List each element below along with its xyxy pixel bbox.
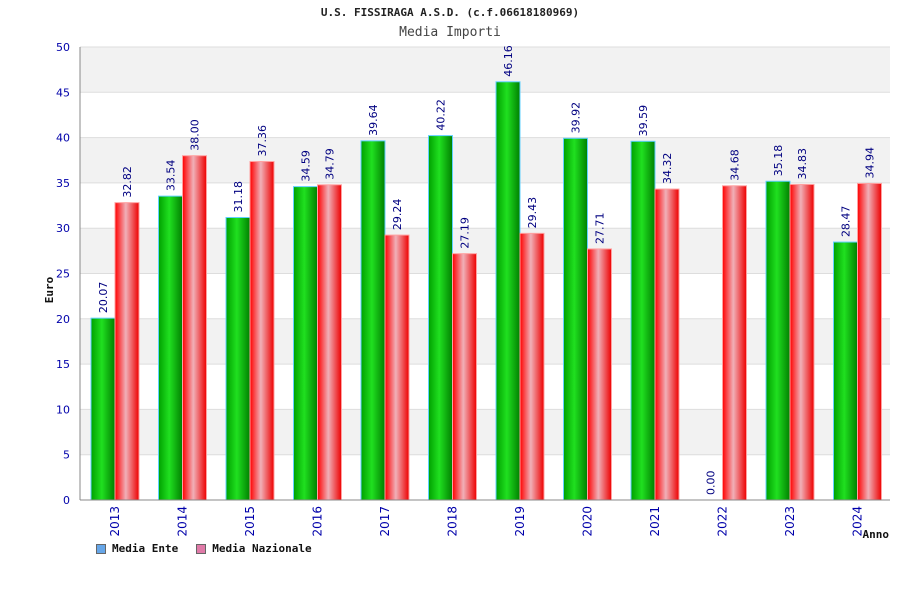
bar-media-nazionale-2018	[452, 253, 477, 501]
x-tick-label-2013: 2013	[108, 506, 122, 537]
bar-media-nazionale-2015	[249, 161, 275, 501]
legend-item-media-ente: Media Ente	[96, 542, 178, 555]
data-label-media-nazionale-2022: 34.68	[729, 149, 742, 181]
bar-media-ente-2020	[563, 137, 588, 501]
y-tick-label: 35	[56, 177, 70, 190]
bar-media-ente-2024	[833, 241, 858, 501]
bar-media-ente-2018	[428, 135, 453, 501]
bar-media-ente-2016	[293, 186, 318, 501]
data-label-media-nazionale-2014: 38.00	[189, 119, 202, 151]
bar-media-ente-2019	[495, 81, 521, 501]
y-tick-label: 50	[56, 41, 70, 54]
grid-band	[80, 47, 890, 93]
bar-media-ente-2017	[360, 140, 386, 501]
bar-media-nazionale-2021	[654, 188, 680, 501]
x-tick-label-2021: 2021	[648, 506, 662, 537]
grid-band	[80, 137, 890, 183]
data-label-media-ente-2023: 35.18	[772, 145, 785, 177]
y-tick-label: 30	[56, 222, 70, 235]
x-tick-label-2014: 2014	[176, 506, 190, 537]
data-label-media-ente-2022: 0.00	[705, 471, 718, 496]
bar-media-ente-2021	[630, 140, 656, 501]
legend-label-media-ente: Media Ente	[112, 542, 179, 555]
legend-swatch-media-ente	[96, 543, 106, 554]
data-label-media-ente-2020: 39.92	[570, 102, 583, 134]
grid-band	[80, 409, 890, 455]
bar-media-nazionale-2024	[857, 182, 882, 501]
bar-media-nazionale-2016	[317, 184, 342, 501]
x-tick-label-2015: 2015	[243, 506, 257, 537]
data-label-media-ente-2014: 33.54	[165, 160, 178, 192]
chart-title: U.S. FISSIRAGA A.S.D. (c.f.06618180969)	[320, 6, 580, 19]
data-label-media-nazionale-2016: 34.79	[324, 148, 337, 180]
grid-band	[80, 454, 890, 500]
bar-media-nazionale-2019	[519, 232, 545, 501]
data-label-media-ente-2016: 34.59	[300, 150, 313, 182]
y-tick-label: 10	[56, 403, 70, 416]
data-label-media-ente-2024: 28.47	[840, 206, 853, 238]
y-tick-label: 5	[63, 449, 70, 462]
y-tick-label: 45	[56, 86, 70, 99]
grid-band	[80, 318, 890, 365]
y-tick-label: 20	[56, 313, 70, 326]
x-tick-label-2023: 2023	[783, 506, 797, 537]
bar-media-nazionale-2023	[789, 183, 815, 501]
data-label-media-nazionale-2013: 32.82	[121, 166, 134, 198]
grid-band	[80, 228, 890, 274]
data-label-media-nazionale-2015: 37.36	[256, 125, 269, 157]
chart-subtitle: Media Importi	[399, 25, 501, 40]
bar-media-ente-2023	[765, 180, 791, 501]
x-tick-label-2020: 2020	[581, 506, 595, 537]
data-label-media-ente-2017: 39.64	[367, 104, 380, 136]
x-tick-label-2017: 2017	[378, 506, 392, 537]
grid-band	[80, 182, 890, 229]
bar-media-ente-2015	[225, 217, 251, 501]
x-tick-label-2022: 2022	[716, 506, 730, 537]
x-tick-label-2019: 2019	[513, 506, 527, 537]
bar-media-nazionale-2020	[587, 248, 612, 501]
x-axis-title: Anno	[863, 528, 890, 541]
bar-media-ente-2013	[90, 317, 116, 501]
legend-item-media-nazionale: Media Nazionale	[196, 542, 312, 555]
data-label-media-ente-2021: 39.59	[637, 105, 650, 137]
legend-swatch-media-nazionale	[196, 543, 207, 554]
grid-band	[80, 92, 890, 138]
y-tick-label: 40	[56, 132, 70, 145]
data-label-media-ente-2019: 46.16	[502, 45, 515, 77]
data-label-media-nazionale-2018: 27.19	[459, 217, 472, 249]
data-label-media-nazionale-2023: 34.83	[796, 148, 809, 180]
bar-media-nazionale-2017	[384, 234, 410, 501]
data-label-media-nazionale-2017: 29.24	[391, 199, 404, 231]
y-axis-title: Euro	[43, 276, 56, 303]
data-label-media-nazionale-2024: 34.94	[864, 147, 877, 179]
data-label-media-nazionale-2019: 29.43	[526, 197, 539, 229]
grid-band	[80, 364, 890, 410]
data-label-media-ente-2018: 40.22	[435, 99, 448, 131]
data-label-media-nazionale-2021: 34.32	[661, 153, 674, 185]
data-label-media-ente-2013: 20.07	[97, 282, 110, 314]
x-tick-label-2018: 2018	[446, 506, 460, 537]
bar-media-nazionale-2022	[722, 185, 747, 501]
x-tick-label-2016: 2016	[311, 506, 325, 537]
y-tick-label: 0	[63, 494, 70, 507]
data-label-media-nazionale-2020: 27.71	[594, 212, 607, 244]
x-tick-label-2024: 2024	[851, 506, 865, 537]
grid-band	[80, 273, 890, 319]
legend-label-media-nazionale: Media Nazionale	[212, 542, 312, 555]
y-tick-label: 15	[56, 358, 70, 371]
y-tick-label: 25	[56, 268, 70, 281]
data-label-media-ente-2015: 31.18	[232, 181, 245, 213]
chart-legend: Media Ente Media Nazionale	[96, 542, 312, 555]
bar-media-nazionale-2014	[182, 155, 207, 501]
bar-media-ente-2014	[158, 195, 183, 501]
bar-media-nazionale-2013	[114, 202, 140, 501]
